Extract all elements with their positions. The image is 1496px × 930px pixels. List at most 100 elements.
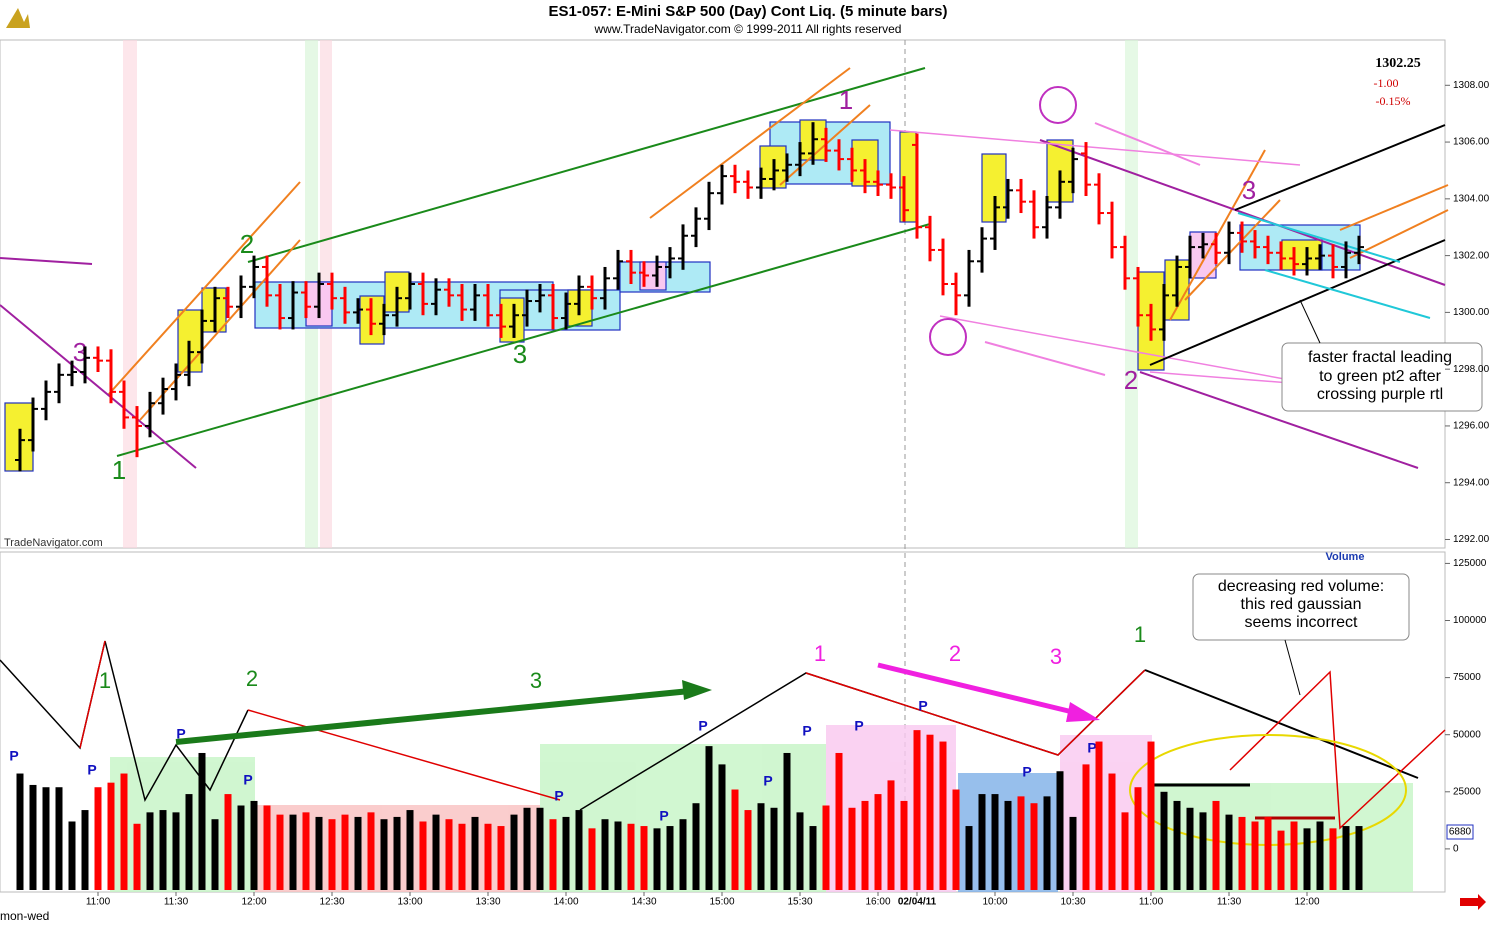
y-tick-label: 1296.00 xyxy=(1453,421,1490,432)
volume-bar xyxy=(523,807,531,890)
volume-bar xyxy=(744,810,752,890)
pivot-marker: P xyxy=(698,718,707,734)
pivot-marker: P xyxy=(554,788,563,804)
volume-bar xyxy=(653,828,661,890)
y-tick-label: 125000 xyxy=(1453,558,1487,569)
volume-bar xyxy=(822,805,830,890)
wave-label: 1 xyxy=(839,85,853,115)
volume-zigzag xyxy=(0,640,1446,846)
callout-line: crossing purple rtl xyxy=(1317,386,1443,403)
volume-bar xyxy=(900,800,908,890)
volume-bar xyxy=(692,803,700,890)
volume-bar xyxy=(978,794,986,890)
last-price: 1302.25 xyxy=(1375,56,1421,71)
volume-bar xyxy=(341,814,349,890)
volume-bar xyxy=(627,823,635,890)
pivot-marker: P xyxy=(763,773,772,789)
volume-bar xyxy=(172,812,180,890)
callout-line: faster fractal leading xyxy=(1308,349,1452,366)
wave-label: 1 xyxy=(112,455,126,485)
volume-bar xyxy=(705,746,713,890)
volume-bar xyxy=(679,819,687,890)
volume-bar xyxy=(1056,771,1064,890)
y-tick-label: 1304.00 xyxy=(1453,193,1490,204)
volume-bar xyxy=(224,794,232,890)
wave-label: 2 xyxy=(1124,365,1138,395)
volume-bar xyxy=(1134,787,1142,890)
price-change: -1.00 xyxy=(1374,76,1399,90)
volume-bar xyxy=(393,816,401,890)
wave-label: 1 xyxy=(99,668,111,693)
price-change-pct: -0.15% xyxy=(1376,94,1411,108)
volume-bar xyxy=(146,812,154,890)
volume-bar xyxy=(484,823,492,890)
volume-bar xyxy=(1108,773,1116,890)
volume-bar xyxy=(1251,821,1259,890)
volume-bar xyxy=(1004,800,1012,890)
volume-bar xyxy=(1329,828,1337,890)
wave-label: 3 xyxy=(513,339,527,369)
wave-label: 1 xyxy=(814,641,826,666)
session-bands xyxy=(123,40,1138,548)
callout-line: seems incorrect xyxy=(1245,614,1358,631)
y-tick-label: 1308.00 xyxy=(1453,80,1490,91)
callout: faster fractal leading to green pt2 afte… xyxy=(1281,299,1483,412)
wave-label: 3 xyxy=(1050,644,1062,669)
volume-bar xyxy=(185,794,193,890)
volume-bar xyxy=(237,805,245,890)
scroll-arrow[interactable] xyxy=(1460,894,1486,910)
x-tick-label: 11:30 xyxy=(1217,897,1242,908)
volume-bar xyxy=(913,730,921,890)
volume-bar xyxy=(68,821,76,890)
volume-bar xyxy=(1290,821,1298,890)
pivot-marker: P xyxy=(1022,764,1031,780)
volume-bar xyxy=(1186,807,1194,890)
volume-bar xyxy=(835,752,843,890)
volume-bar xyxy=(536,807,544,890)
x-tick-label: 15:00 xyxy=(709,897,734,908)
volume-bar xyxy=(939,741,947,890)
volume-bar xyxy=(1173,800,1181,890)
volume-bar xyxy=(1264,816,1272,890)
x-tick-label: 15:30 xyxy=(787,897,812,908)
volume-bar xyxy=(770,807,778,890)
volume-bar xyxy=(1342,826,1350,890)
volume-bar xyxy=(1147,741,1155,890)
pivot-marker: P xyxy=(176,726,185,742)
volume-bar xyxy=(666,826,674,890)
y-tick-label: 1292.00 xyxy=(1453,534,1490,545)
watermark: TradeNavigator.com xyxy=(4,537,103,549)
volume-bar xyxy=(510,814,518,890)
volume-bar xyxy=(952,789,960,890)
x-tick-label: 12:30 xyxy=(319,897,344,908)
volume-bar xyxy=(250,800,258,890)
volume-bar xyxy=(497,826,505,890)
last-volume-box xyxy=(1446,824,1474,840)
volume-bar xyxy=(887,780,895,890)
y-tick-label: 1294.00 xyxy=(1453,477,1490,488)
pivot-marker: P xyxy=(854,718,863,734)
volume-bar xyxy=(601,819,609,890)
volume-bar xyxy=(874,794,882,890)
price-panel xyxy=(0,39,1446,549)
volume-bar xyxy=(1212,800,1220,890)
volume-bar xyxy=(991,794,999,890)
pivot-markers: P P P P P P P P P P P P P xyxy=(9,698,1096,824)
pivot-marker: P xyxy=(918,698,927,714)
volume-bar xyxy=(445,819,453,890)
volume-bar xyxy=(848,807,856,890)
x-tick-label: 11:00 xyxy=(1139,897,1164,908)
volume-bar xyxy=(432,814,440,890)
volume-bar xyxy=(1082,764,1090,890)
volume-bar xyxy=(1095,741,1103,890)
volume-bar xyxy=(198,752,206,890)
volume-bar xyxy=(926,734,934,890)
volume-bar xyxy=(965,826,973,890)
volume-bar xyxy=(159,810,167,890)
volume-bar xyxy=(406,810,414,890)
volume-bar xyxy=(289,814,297,890)
volume-bar xyxy=(562,816,570,890)
volume-bar xyxy=(120,773,128,890)
volume-bar xyxy=(1277,830,1285,890)
wave-label: 3 xyxy=(530,668,542,693)
